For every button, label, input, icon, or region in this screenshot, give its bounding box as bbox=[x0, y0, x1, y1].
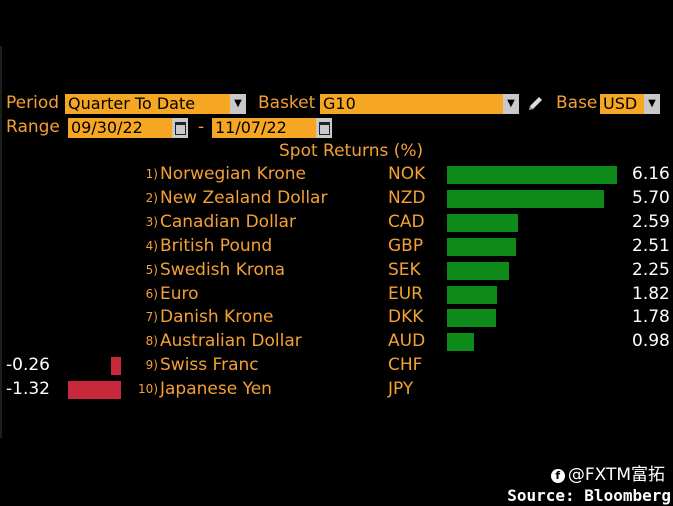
currency-name: Swedish Krona bbox=[160, 259, 286, 280]
row-rank: 7) bbox=[145, 310, 158, 325]
currency-code: EUR bbox=[388, 283, 423, 304]
currency-code: DKK bbox=[388, 307, 424, 328]
value-label: 2.59 bbox=[632, 211, 670, 232]
value-label: 6.16 bbox=[632, 164, 670, 184]
period-dropdown-icon[interactable]: ▼ bbox=[230, 94, 246, 114]
pencil-icon[interactable] bbox=[526, 95, 544, 113]
brand-watermark: f @FXTM富拓 bbox=[550, 460, 665, 485]
value-label: -0.26 bbox=[6, 355, 50, 376]
currency-name: New Zealand Dollar bbox=[160, 187, 328, 208]
currency-code: NZD bbox=[388, 187, 426, 208]
currency-name: Danish Krone bbox=[160, 307, 274, 328]
brand-text: @FXTM富拓 bbox=[567, 465, 665, 485]
basket-dropdown-icon[interactable]: ▼ bbox=[503, 94, 519, 114]
row-rank: 9) bbox=[145, 358, 158, 373]
value-label: 1.78 bbox=[632, 307, 670, 328]
base-dropdown-icon[interactable]: ▼ bbox=[644, 94, 660, 114]
basket-select[interactable]: G10 bbox=[320, 94, 503, 114]
value-label: 2.51 bbox=[632, 235, 670, 256]
row-rank: 4) bbox=[145, 238, 158, 253]
value-label: 0.98 bbox=[632, 331, 670, 352]
row-rank: 5) bbox=[145, 262, 158, 277]
currency-code: GBP bbox=[388, 235, 424, 256]
bar-positive bbox=[447, 333, 474, 352]
currency-name: Euro bbox=[160, 283, 199, 304]
range-start-input[interactable]: 09/30/22 bbox=[68, 118, 172, 138]
bar-positive bbox=[447, 189, 604, 208]
bar-positive bbox=[447, 285, 497, 304]
value-label: 2.25 bbox=[632, 259, 670, 280]
bar-positive bbox=[447, 166, 617, 184]
source-note: Source: Bloomberg bbox=[507, 486, 671, 505]
range-start-calendar-icon[interactable] bbox=[172, 118, 188, 138]
value-label: 1.82 bbox=[632, 283, 670, 304]
bar-positive bbox=[447, 309, 496, 328]
currency-code: AUD bbox=[388, 331, 426, 352]
period-label: Period bbox=[6, 93, 60, 113]
currency-name: Swiss Franc bbox=[160, 355, 259, 376]
basket-label: Basket bbox=[258, 93, 316, 113]
row-rank: 6) bbox=[145, 286, 158, 301]
currency-name: Japanese Yen bbox=[160, 379, 272, 400]
row-rank: 8) bbox=[145, 334, 158, 349]
currency-code: CAD bbox=[388, 211, 425, 232]
row-rank: 10) bbox=[138, 382, 158, 397]
chart-title: Spot Returns (%) bbox=[279, 141, 424, 161]
currency-code: SEK bbox=[388, 259, 421, 280]
currency-name: Norwegian Krone bbox=[160, 164, 306, 184]
row-rank: 3) bbox=[145, 214, 158, 229]
bar-positive bbox=[447, 237, 516, 256]
row-rank: 1) bbox=[145, 167, 158, 181]
bar-negative bbox=[111, 357, 121, 376]
bar-negative bbox=[68, 381, 121, 400]
range-end-input[interactable]: 11/07/22 bbox=[212, 118, 316, 138]
bar-positive bbox=[447, 213, 518, 232]
range-end-calendar-icon[interactable] bbox=[316, 118, 332, 138]
currency-code: JPY bbox=[388, 379, 414, 400]
period-select[interactable]: Quarter To Date bbox=[65, 94, 230, 114]
range-separator: - bbox=[198, 117, 205, 137]
currency-name: British Pound bbox=[160, 235, 273, 256]
left-frame-line bbox=[0, 46, 2, 438]
value-label: -1.32 bbox=[6, 379, 50, 400]
currency-code: NOK bbox=[388, 164, 426, 184]
value-label: 5.70 bbox=[632, 187, 670, 208]
row-rank: 2) bbox=[145, 190, 158, 205]
currency-name: Australian Dollar bbox=[160, 331, 302, 352]
base-select[interactable]: USD bbox=[600, 94, 644, 114]
currency-name: Canadian Dollar bbox=[160, 211, 296, 232]
currency-code: CHF bbox=[388, 355, 423, 376]
base-label: Base bbox=[556, 93, 598, 113]
bar-positive bbox=[447, 261, 509, 280]
facebook-icon: f bbox=[550, 469, 565, 483]
range-label: Range bbox=[6, 117, 60, 137]
